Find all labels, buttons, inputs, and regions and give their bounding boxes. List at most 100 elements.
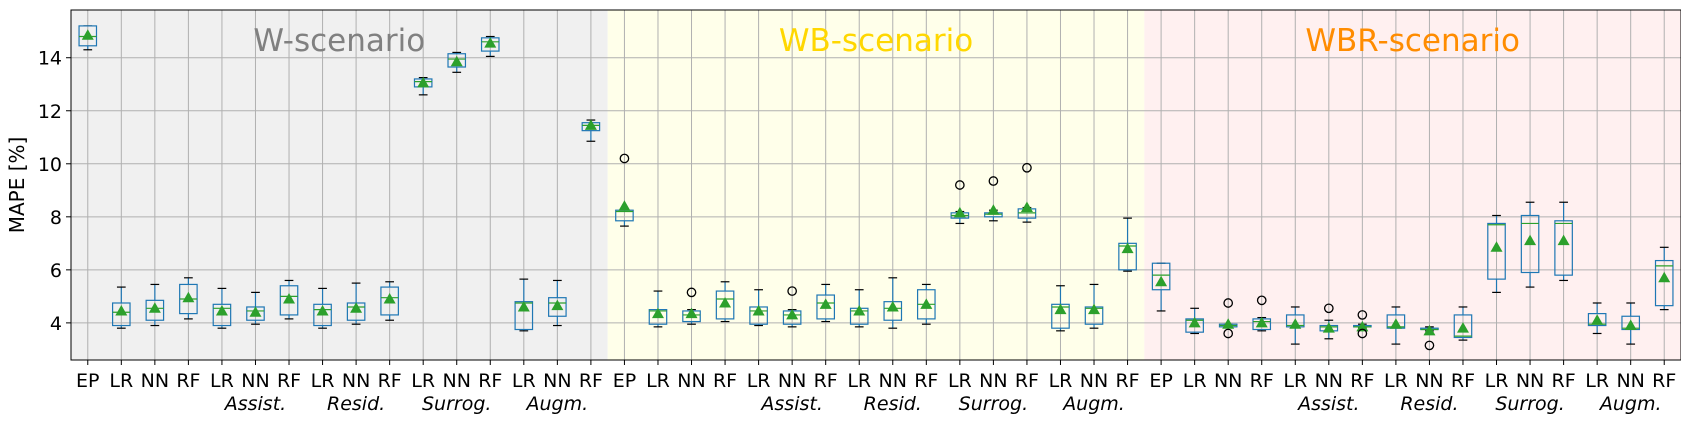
box-iqr — [279, 285, 299, 316]
box-group — [1084, 283, 1104, 329]
x-tick-label: RF — [176, 370, 200, 392]
x-tick-label: EP — [613, 370, 636, 392]
mean-marker — [1389, 318, 1402, 329]
mean-marker — [752, 304, 765, 316]
box-group — [548, 279, 567, 327]
box-group — [480, 35, 500, 58]
x-tick-label: NN — [543, 370, 571, 392]
mean-marker — [1557, 234, 1570, 246]
box-group — [246, 291, 265, 325]
box-iqr — [1453, 314, 1473, 339]
x-tick-label: RF — [814, 370, 838, 392]
scenario-backgrounds — [71, 10, 1681, 360]
group-label: Resid. — [1400, 393, 1458, 415]
group-label: Resid. — [864, 393, 922, 415]
box-iqr — [78, 25, 98, 47]
box-group — [1621, 302, 1641, 345]
box-group — [1285, 306, 1305, 345]
mean-marker — [450, 55, 463, 67]
box-group — [380, 281, 399, 321]
x-tick-label: LR — [1485, 370, 1509, 392]
y-tick-label: 10 — [38, 154, 62, 176]
x-tick-label: RF — [1350, 370, 1374, 392]
mean-marker — [484, 37, 497, 48]
x-tick-label: NN — [443, 370, 471, 392]
mean-marker — [819, 298, 832, 309]
x-tick-label: EP — [1149, 370, 1172, 392]
mean-marker — [651, 307, 664, 319]
box-iqr — [1654, 259, 1674, 307]
box-group — [1420, 324, 1439, 351]
x-tick-label: LR — [847, 370, 871, 392]
mean-marker — [1088, 303, 1101, 315]
x-tick-label: NN — [1616, 370, 1644, 392]
x-tick-label: LR — [411, 370, 435, 392]
mean-marker — [886, 300, 899, 312]
box-group — [1185, 307, 1204, 335]
group-label: Assist. — [759, 393, 822, 415]
box-group — [581, 119, 601, 142]
mean-marker — [350, 302, 363, 313]
box-group — [1353, 310, 1372, 339]
box-iqr — [313, 303, 332, 327]
x-tick-label: NN — [778, 370, 806, 392]
box-group — [1654, 246, 1674, 311]
box-group — [883, 277, 903, 329]
x-tick-label: NN — [342, 370, 370, 392]
x-tick-label: LR — [1585, 370, 1609, 392]
box-group — [615, 153, 634, 227]
mean-marker — [987, 204, 1000, 215]
x-tick-label: LR — [512, 370, 536, 392]
x-tick-label: RF — [1115, 370, 1139, 392]
mean-marker — [1658, 271, 1671, 283]
mean-marker — [148, 302, 161, 313]
box-group — [816, 283, 836, 323]
box-group — [916, 283, 936, 325]
mean-marker — [316, 304, 329, 316]
x-tick-label: RF — [1552, 370, 1576, 392]
box-group — [145, 283, 165, 327]
box-iqr — [380, 286, 399, 316]
scenario-label: WBR-scenario — [1305, 23, 1520, 59]
x-tick-label: EP — [76, 370, 99, 392]
box-group — [413, 76, 433, 96]
x-tick-label: LR — [210, 370, 234, 392]
x-axis: EP LR NN RF LR NN RF LR NN RF LR NN RF LR NN RF EP LR NN RF… — [76, 360, 1676, 415]
mean-marker — [1356, 320, 1369, 332]
group-label: Resid. — [327, 393, 385, 415]
outlier-point — [1323, 303, 1334, 314]
x-tick-label: RF — [713, 370, 737, 392]
x-tick-label: NN — [1415, 370, 1443, 392]
box-group — [279, 279, 299, 320]
y-axis: 4 6 8 10 12 14 — [38, 48, 71, 335]
box-group — [346, 282, 366, 325]
box-group — [648, 290, 668, 328]
box-iqr — [715, 290, 735, 320]
outlier-point — [787, 286, 797, 296]
box-iqr — [1487, 222, 1506, 280]
mean-marker — [1222, 318, 1235, 329]
group-label: Augm. — [1598, 393, 1662, 415]
mean-marker — [1289, 318, 1302, 329]
mean-marker — [417, 76, 430, 88]
box-group — [984, 176, 1003, 222]
mean-marker — [1188, 316, 1201, 328]
box-iqr — [212, 303, 232, 327]
box-group — [782, 286, 802, 328]
x-tick-label: NN — [1315, 370, 1343, 392]
scenario-background — [1144, 10, 1681, 360]
mean-marker — [584, 119, 597, 130]
mean-marker — [618, 200, 631, 211]
group-label: Augm. — [525, 393, 589, 415]
y-tick-label: 6 — [50, 260, 62, 282]
box-group — [179, 277, 198, 320]
group-label: Surrog. — [422, 393, 491, 415]
x-tick-label: RF — [1015, 370, 1039, 392]
x-tick-label: LR — [747, 370, 771, 392]
group-label: Assist. — [1296, 393, 1359, 415]
mean-marker — [81, 29, 94, 40]
scenario-background — [607, 10, 1145, 360]
box-iqr — [145, 299, 165, 321]
